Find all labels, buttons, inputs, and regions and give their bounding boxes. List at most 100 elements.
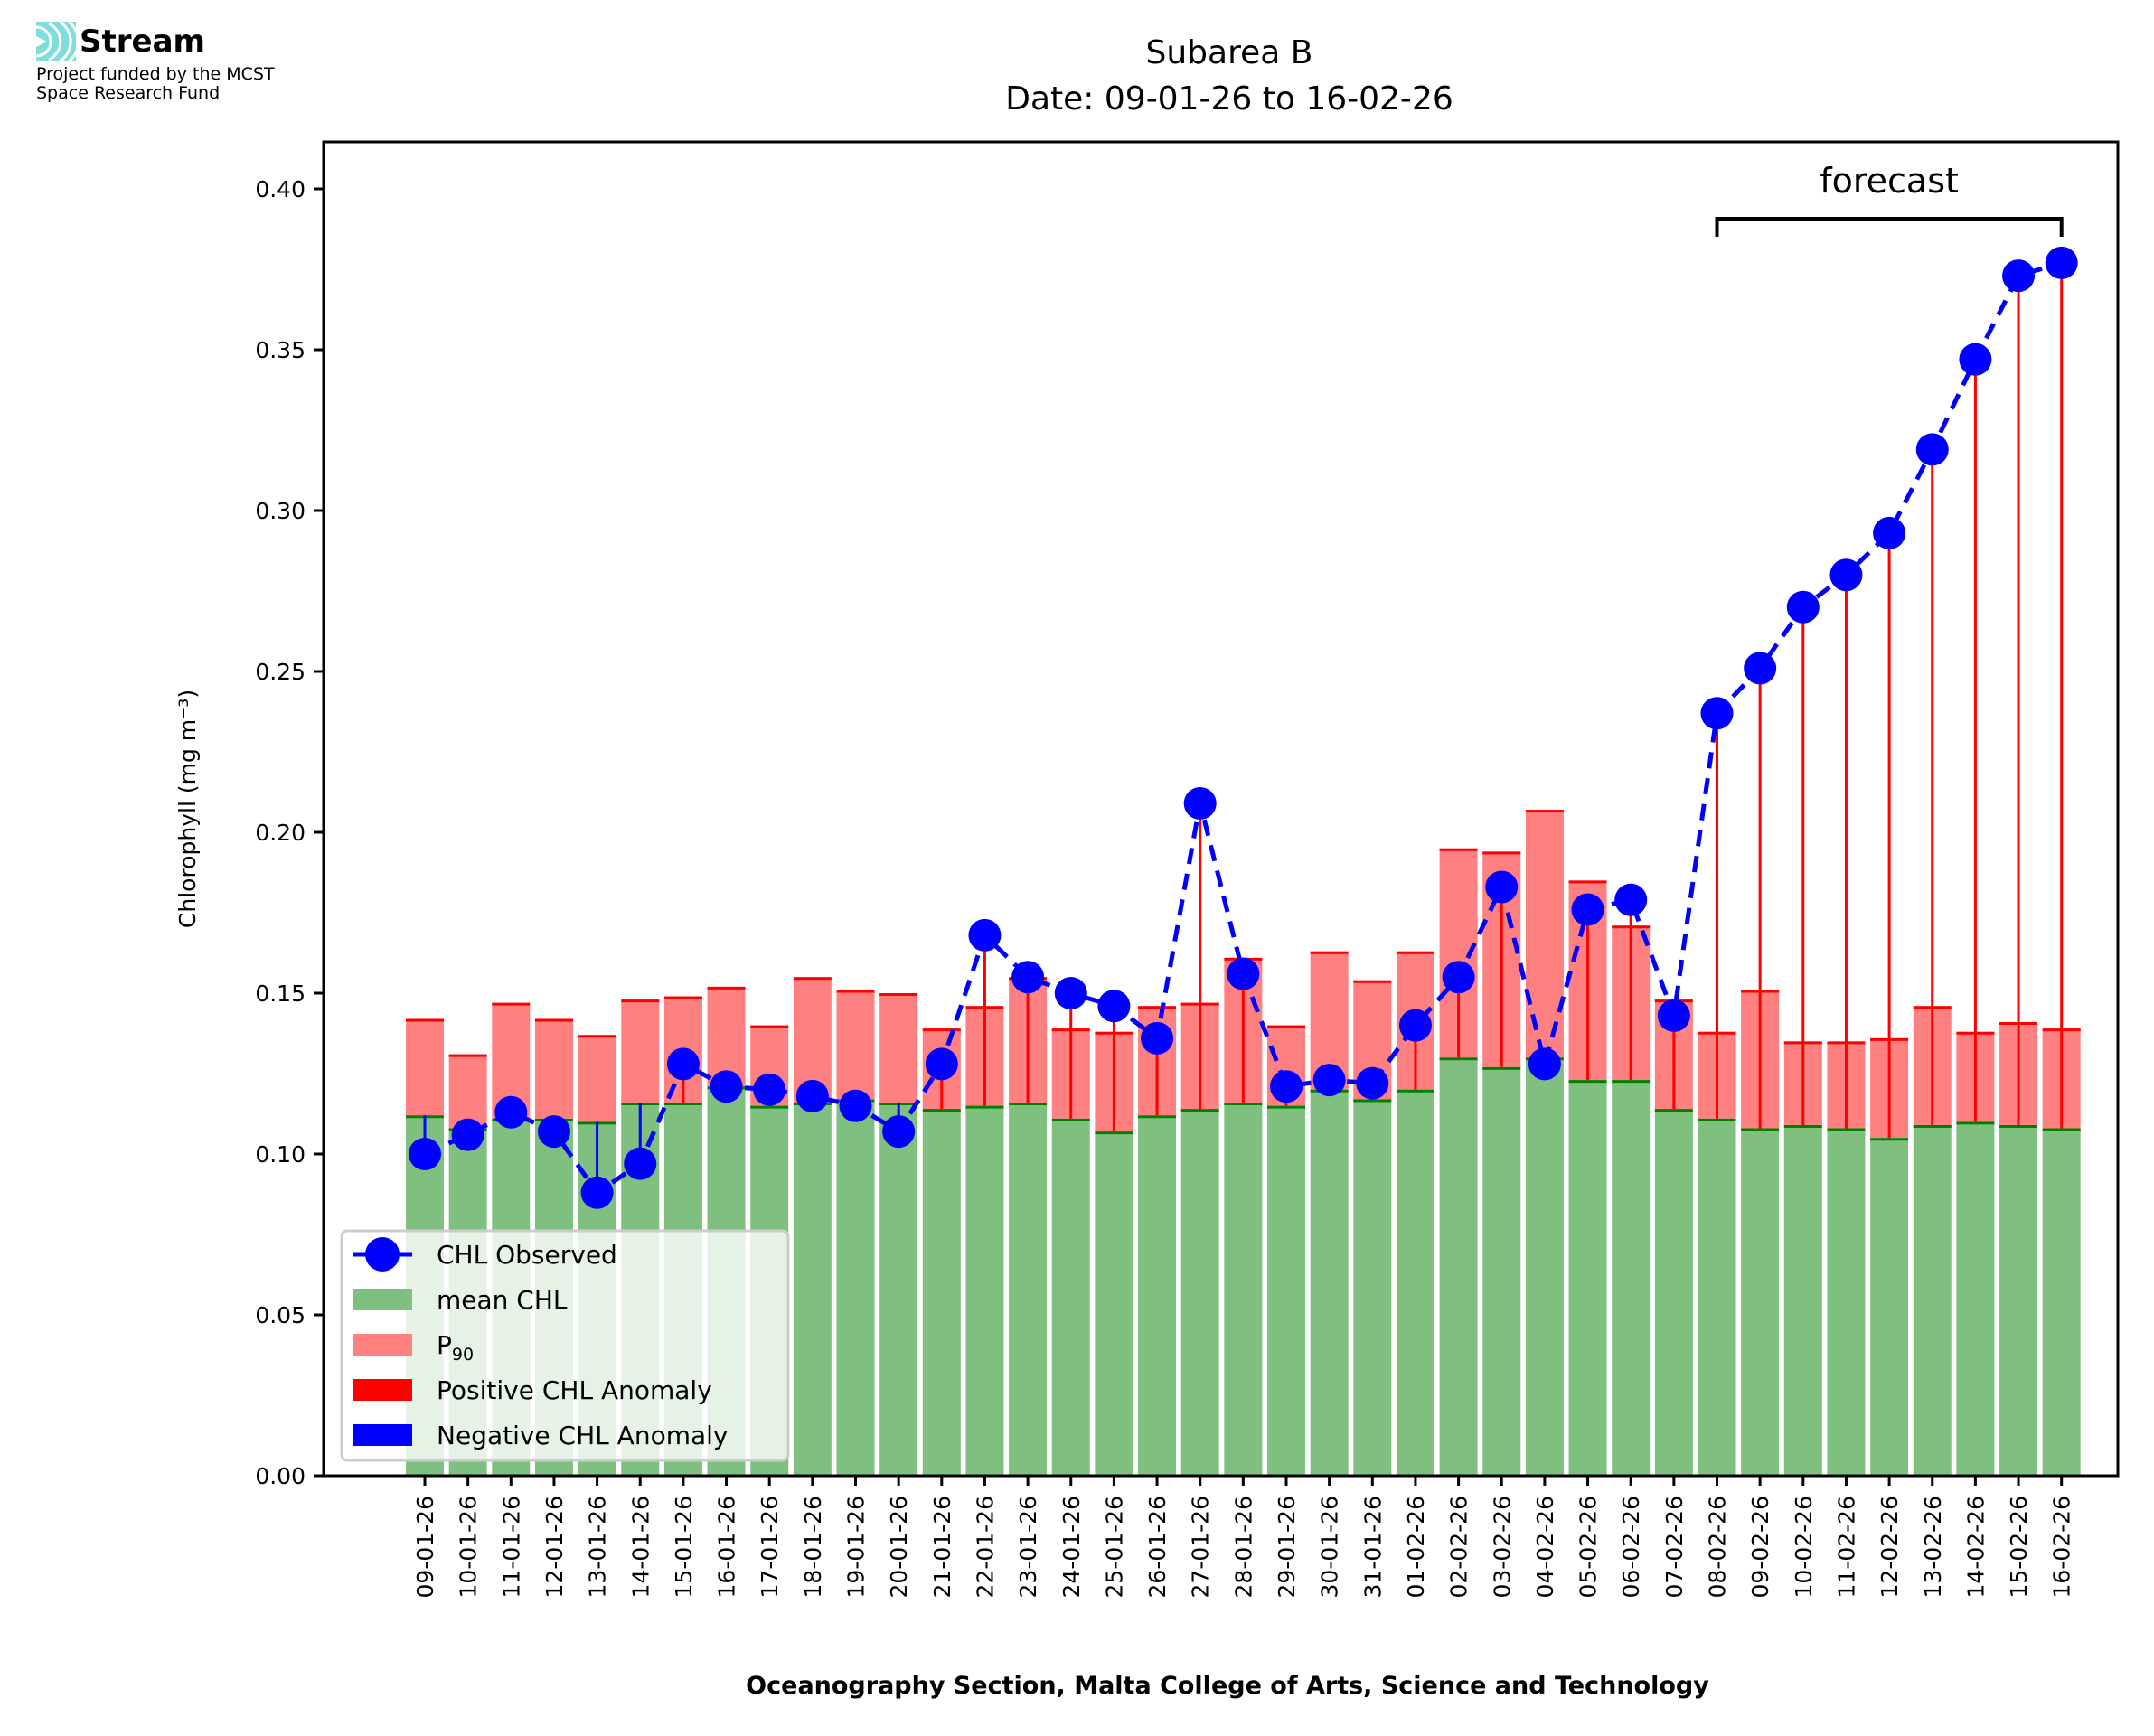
x-axis-label: Oceanography Section, Malta College of A… [746, 1672, 1709, 1700]
observed-point [1959, 343, 1992, 376]
p90-bar [836, 990, 875, 1100]
x-tick-label: 26-01-26 [1144, 1496, 1171, 1598]
observed-point [2002, 259, 2036, 293]
observed-point [753, 1073, 786, 1106]
x-tick-label: 03-02-26 [1489, 1496, 1515, 1598]
observed-point [1786, 590, 1820, 624]
x-tick-label: 30-01-26 [1317, 1496, 1343, 1598]
y-tick-label: 0.20 [255, 820, 306, 846]
mean-bar [1095, 1131, 1133, 1476]
legend-item: Negative CHL Anomaly [353, 1421, 728, 1450]
x-tick-label: 31-01-26 [1359, 1496, 1386, 1598]
observed-point [1183, 786, 1217, 820]
mean-bar [1612, 1080, 1651, 1476]
observed-point [882, 1115, 916, 1149]
x-tick-label: 07-02-26 [1661, 1496, 1688, 1598]
legend-item: Positive CHL Anomaly [353, 1375, 712, 1405]
x-tick-label: 14-02-26 [1962, 1496, 1989, 1598]
observed-point [710, 1070, 743, 1103]
observed-point [666, 1047, 700, 1081]
x-tick-label: 16-02-26 [2049, 1496, 2075, 1598]
legend-label: Negative CHL Anomaly [437, 1421, 728, 1450]
x-tick-label: 11-02-26 [1833, 1496, 1859, 1598]
observed-point [1270, 1070, 1303, 1103]
observed-point [451, 1118, 484, 1151]
logo-subtitle-line2: Space Research Fund [36, 83, 221, 103]
x-tick-label: 01-02-26 [1403, 1496, 1429, 1598]
y-tick-label: 0.30 [255, 498, 306, 524]
p90-bar [448, 1054, 487, 1129]
y-tick-label: 0.40 [255, 176, 306, 202]
x-tick-label: 15-01-26 [671, 1496, 697, 1598]
legend-item: CHL Observed [353, 1237, 617, 1272]
observed-point [1097, 990, 1131, 1023]
x-tick-label: 10-02-26 [1791, 1496, 1817, 1598]
mean-bar [1827, 1128, 1866, 1476]
observed-point [1873, 516, 1906, 549]
x-tick-label: 24-01-26 [1058, 1496, 1085, 1598]
mean-bar [1654, 1109, 1693, 1476]
y-axis-label: Chlorophyll (mg m⁻³) [174, 690, 201, 928]
mean-bar [1698, 1118, 1736, 1476]
mean-bar [1482, 1066, 1521, 1476]
observed-point [1054, 977, 1087, 1009]
observed-point [494, 1095, 528, 1129]
observed-point [1398, 1009, 1432, 1042]
observed-point [1614, 883, 1648, 916]
x-tick-label: 17-01-26 [757, 1496, 783, 1598]
forecast-label: forecast [1820, 161, 1959, 201]
observed-point [2045, 246, 2078, 279]
legend-label: CHL Observed [437, 1240, 617, 1270]
mean-bar [1396, 1089, 1434, 1476]
x-tick-label: 12-02-26 [1877, 1496, 1903, 1598]
observed-point [1657, 999, 1690, 1032]
x-tick-label: 25-01-26 [1101, 1496, 1127, 1598]
legend-patch-icon [353, 1289, 412, 1310]
legend-patch-icon [353, 1379, 412, 1401]
observed-point [1011, 961, 1045, 994]
x-tick-label: 13-01-26 [585, 1496, 611, 1598]
mean-bar [1568, 1080, 1607, 1476]
x-tick-label: 09-02-26 [1747, 1496, 1773, 1598]
legend-label: mean CHL [437, 1285, 568, 1315]
stream-logo: Stream Project funded by the MCST Space … [35, 20, 275, 103]
observed-point [1915, 433, 1949, 466]
x-tick-label: 10-01-26 [456, 1496, 482, 1598]
x-tick-label: 11-01-26 [498, 1496, 524, 1598]
mean-bar [836, 1099, 875, 1476]
observed-point [624, 1147, 657, 1180]
x-tick-label: 12-01-26 [541, 1496, 568, 1598]
mean-bar [1956, 1121, 1995, 1476]
p90-bar [879, 993, 918, 1103]
mean-bar [1138, 1115, 1177, 1476]
y-tick-label: 0.05 [255, 1302, 306, 1328]
x-tick-label: 13-02-26 [1920, 1496, 1946, 1598]
y-tick-label: 0.10 [255, 1141, 306, 1168]
legend-patch-icon [353, 1424, 412, 1446]
y-tick-label: 0.15 [255, 981, 306, 1007]
observed-point [839, 1089, 872, 1122]
observed-point [1571, 893, 1604, 926]
plot-area: 0.00 0.05 0.10 0.15 0.20 0.25 0.30 0.35 0.40 09-0… [255, 140, 2120, 1598]
observed-point [580, 1176, 614, 1209]
x-tick-label: 08-02-26 [1705, 1496, 1731, 1598]
p90-bar [578, 1035, 616, 1122]
legend-patch-icon [353, 1334, 412, 1356]
mean-bar [879, 1103, 918, 1476]
y-tick-label: 0.00 [255, 1463, 306, 1489]
x-tick-label: 18-01-26 [800, 1496, 826, 1598]
legend-item: mean CHL [353, 1285, 568, 1315]
mean-bar [1999, 1124, 2038, 1476]
x-tick-label: 23-01-26 [1015, 1496, 1041, 1598]
logo-subtitle-line1: Project funded by the MCST [36, 64, 275, 84]
mean-bar [2042, 1128, 2081, 1476]
observed-point [795, 1079, 829, 1112]
x-tick-label: 20-01-26 [886, 1496, 912, 1598]
x-tick-label: 27-01-26 [1188, 1496, 1214, 1598]
mean-bar [1913, 1124, 1952, 1476]
observed-point [1700, 697, 1734, 730]
mean-bar [1741, 1128, 1780, 1476]
x-tick-label: 22-01-26 [972, 1496, 998, 1598]
mean-bar [1224, 1103, 1263, 1476]
x-tick-label: 04-02-26 [1532, 1496, 1558, 1598]
